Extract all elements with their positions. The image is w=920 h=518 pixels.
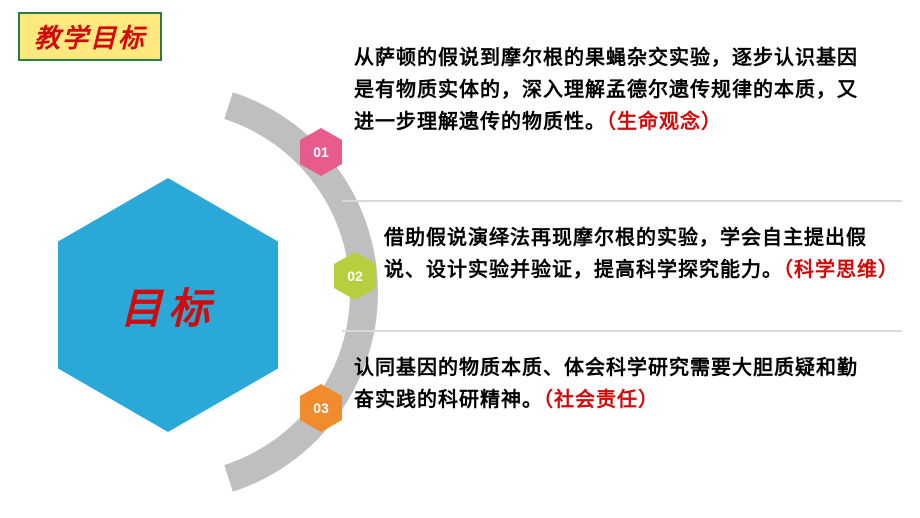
objective-text-03: 认同基因的物质本质、体会科学研究需要大胆质疑和勤奋实践的科研精神。（社会责任） [354,352,874,416]
objective-text-01: 从萨顿的假说到摩尔根的果蝇杂交实验，逐步认识基因是有物质实体的，深入理解孟德尔遗… [354,42,874,138]
main-hexagon-label: 目标 [120,275,216,336]
divider [342,330,902,332]
objective-hex-01: 01 [300,128,342,176]
objective-number: 02 [347,268,363,284]
objective-tag: （生命观念） [606,111,722,133]
objective-hex-03: 03 [300,384,342,432]
objective-tag: （社会责任） [543,389,659,411]
divider [342,200,902,202]
objective-number: 03 [313,400,329,416]
objective-number: 01 [313,144,329,160]
objective-hex-02: 02 [334,252,376,300]
main-hexagon: 目标 [58,178,278,432]
objective-text-02: 借助假说演绎法再现摩尔根的实验，学会自主提出假说、设计实验并验证，提高科学探究能… [384,222,904,286]
objective-tag: （科学思维） [783,259,899,281]
page-title: 教学目标 [18,12,162,61]
